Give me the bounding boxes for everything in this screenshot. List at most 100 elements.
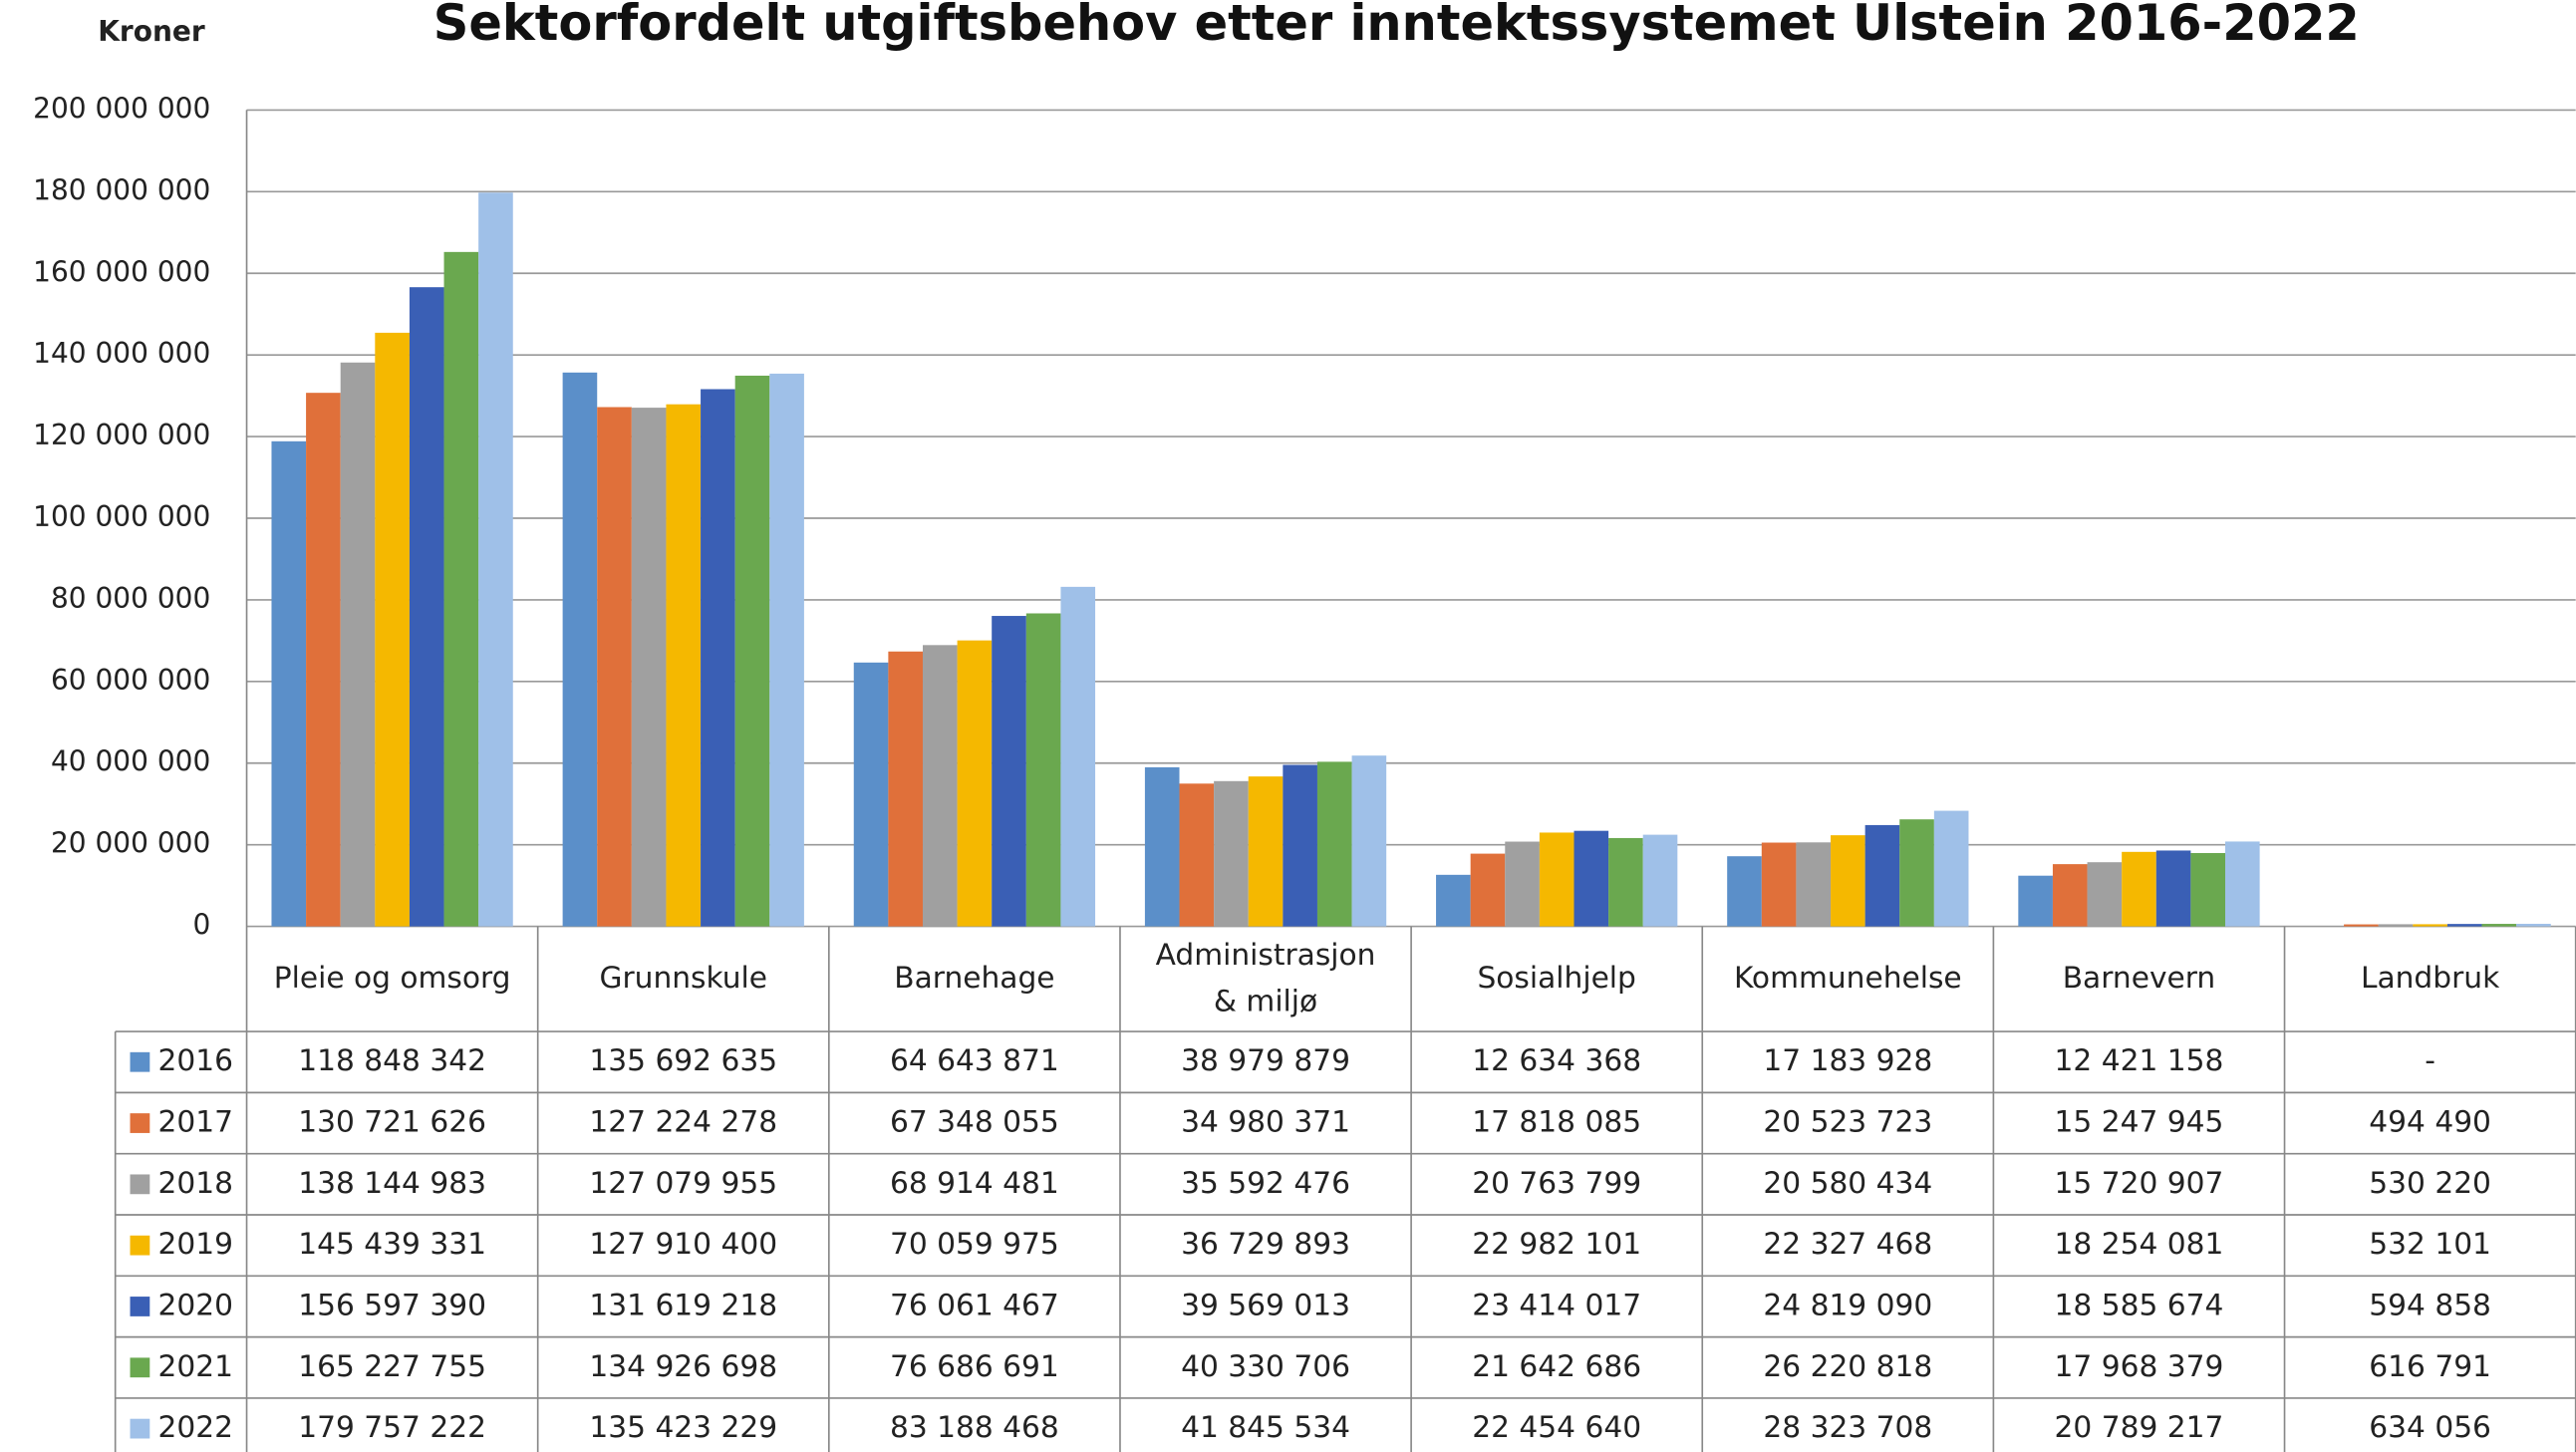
legend-swatch <box>130 1297 150 1316</box>
bar <box>1436 874 1471 927</box>
bar <box>409 287 444 927</box>
bar <box>734 375 770 927</box>
table-value: 12 421 158 <box>2055 1042 2224 1077</box>
table-value: 530 220 <box>2369 1165 2491 1200</box>
table-value: 76 686 691 <box>890 1348 1059 1383</box>
bar <box>1933 810 1969 927</box>
y-tick-label: 160 000 000 <box>33 255 210 288</box>
bar <box>2446 924 2482 927</box>
bar <box>888 651 923 927</box>
bar <box>271 440 307 927</box>
bar <box>1608 837 1643 927</box>
category-label: Barnevern <box>2063 960 2216 995</box>
bar <box>1248 776 1284 927</box>
table-value: 38 979 879 <box>1181 1042 1350 1077</box>
bar <box>597 407 632 927</box>
table-value: 134 926 698 <box>589 1348 777 1383</box>
table-value: 165 227 755 <box>298 1348 486 1383</box>
bar <box>2155 850 2191 927</box>
y-tick-label: 20 000 000 <box>51 827 210 860</box>
bar <box>769 373 804 927</box>
bar <box>992 616 1026 927</box>
bar <box>2018 875 2053 927</box>
table-value: 20 763 799 <box>1472 1165 1641 1200</box>
table-value: 76 061 467 <box>890 1287 1059 1321</box>
bar <box>1831 835 1865 927</box>
table-value: 15 720 907 <box>2055 1165 2224 1200</box>
bar <box>1060 586 1096 927</box>
table-value: 12 634 368 <box>1472 1042 1641 1077</box>
table-value: 20 580 434 <box>1763 1165 1932 1200</box>
bar <box>1899 819 1934 927</box>
table-value: 131 619 218 <box>589 1287 777 1321</box>
bar <box>2052 864 2088 927</box>
bar <box>443 251 479 927</box>
table-value: 24 819 090 <box>1763 1287 1932 1321</box>
category-label: Administrasjon & miljø <box>1156 937 1376 1017</box>
table-value: 34 980 371 <box>1181 1104 1350 1139</box>
bar <box>562 372 598 927</box>
table-value: 23 414 017 <box>1472 1287 1641 1321</box>
category-label: Barnehage <box>894 960 1054 995</box>
category-label: Landbruk <box>2361 960 2500 995</box>
y-tick-label: 100 000 000 <box>33 500 210 533</box>
table-value: 68 914 481 <box>890 1165 1059 1200</box>
table-value: 22 454 640 <box>1472 1409 1641 1444</box>
table-value: 127 910 400 <box>589 1226 777 1261</box>
table-value: 26 220 818 <box>1763 1348 1932 1383</box>
table-value: 135 423 229 <box>589 1409 777 1444</box>
bar <box>2378 924 2414 927</box>
bar <box>1727 856 1762 927</box>
table-value: 17 818 085 <box>1472 1104 1641 1139</box>
legend-label: 2017 <box>158 1104 233 1139</box>
table-value: 83 188 468 <box>890 1409 1059 1444</box>
bar <box>2413 924 2447 927</box>
table-value: 130 721 626 <box>298 1104 486 1139</box>
bar <box>666 404 702 927</box>
bar <box>478 192 513 927</box>
table-value: 67 348 055 <box>890 1104 1059 1139</box>
y-tick-label: 180 000 000 <box>33 173 210 206</box>
chart-title: Sektorfordelt utgiftsbehov etter inntekt… <box>433 0 2360 52</box>
y-tick-label: 60 000 000 <box>51 664 210 697</box>
table-value: 35 592 476 <box>1181 1165 1350 1200</box>
category-label: Pleie og omsorg <box>274 960 511 995</box>
legend-label: 2016 <box>158 1042 233 1077</box>
table-value: 532 101 <box>2369 1226 2491 1261</box>
table-value: 127 079 955 <box>589 1165 777 1200</box>
table-value: 494 490 <box>2369 1104 2491 1139</box>
table-value: 17 968 379 <box>2055 1348 2224 1383</box>
category-label: Grunnskule <box>599 960 767 995</box>
table-value: 145 439 331 <box>298 1226 486 1261</box>
bar <box>1539 832 1574 927</box>
table-value: 616 791 <box>2369 1348 2491 1383</box>
table-value: 135 692 635 <box>589 1042 777 1077</box>
y-axis-label: Kroner <box>98 15 205 48</box>
bar <box>340 362 376 927</box>
bar <box>1179 783 1215 927</box>
table-value: 156 597 390 <box>298 1287 486 1321</box>
legend-label: 2020 <box>158 1287 233 1321</box>
bar <box>1761 842 1797 927</box>
table-value: 28 323 708 <box>1763 1409 1932 1444</box>
table-value: 41 845 534 <box>1181 1409 1350 1444</box>
bar <box>1214 780 1249 927</box>
bar <box>853 662 889 927</box>
table-value: 127 224 278 <box>589 1104 777 1139</box>
bar <box>1505 841 1540 927</box>
y-tick-label: 40 000 000 <box>51 745 210 778</box>
bar <box>2481 924 2517 927</box>
legend-swatch <box>130 1357 150 1378</box>
table-value: 22 982 101 <box>1472 1226 1641 1261</box>
bar <box>2190 852 2225 927</box>
table-value: 18 585 674 <box>2055 1287 2224 1321</box>
bar <box>1864 824 1900 927</box>
bar <box>2344 924 2379 927</box>
bar <box>631 408 667 927</box>
bar <box>2516 923 2551 927</box>
bar <box>1144 766 1180 927</box>
bar <box>1796 842 1832 927</box>
table-value: - <box>2425 1042 2435 1077</box>
legend-swatch <box>130 1174 150 1195</box>
